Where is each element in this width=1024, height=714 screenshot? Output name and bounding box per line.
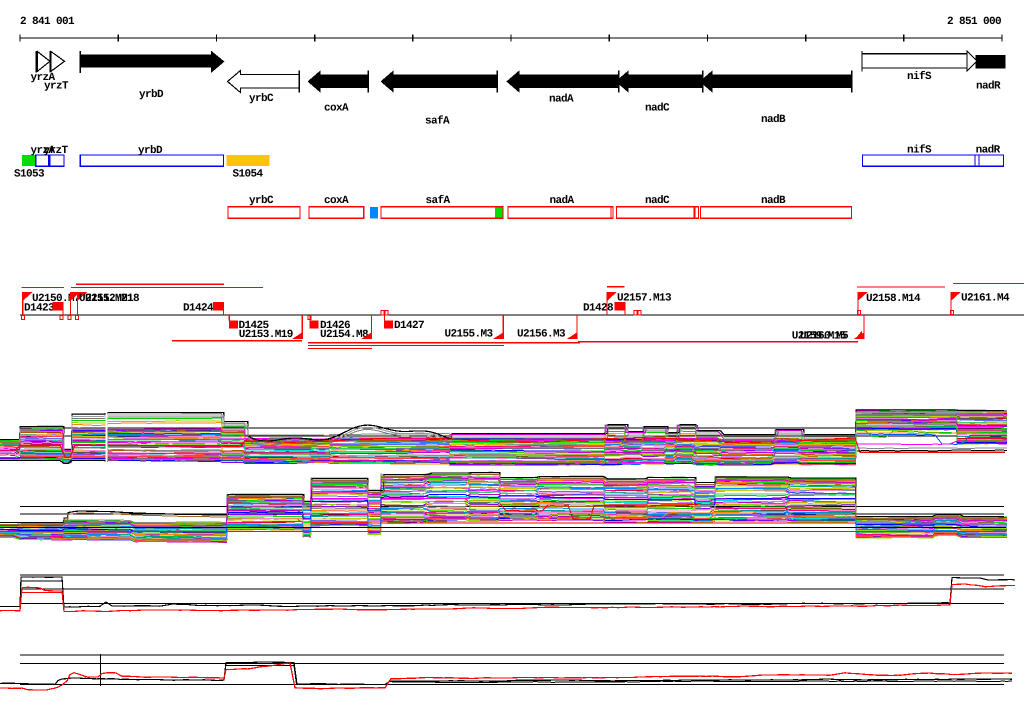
- svg-text:U2157.M13: U2157.M13: [617, 293, 672, 305]
- svg-text:U2151.M21: U2151.M21: [79, 293, 134, 305]
- svg-text:U2152.M18: U2152.M18: [85, 293, 140, 305]
- svg-text:safA: safA: [425, 115, 450, 128]
- svg-text:nadB: nadB: [761, 114, 786, 126]
- svg-text:nifS: nifS: [907, 70, 932, 83]
- svg-text:yrzT: yrzT: [44, 81, 69, 93]
- svg-text:nadA: nadA: [549, 94, 574, 106]
- svg-text:yrzA: yrzA: [31, 72, 56, 84]
- svg-text:yrbD: yrbD: [139, 89, 164, 101]
- svg-text:U2161.M4: U2161.M4: [961, 293, 1010, 305]
- svg-text:U2156.M3: U2156.M3: [517, 329, 566, 341]
- svg-text:U2150.M7: U2150.M7: [32, 293, 80, 305]
- svg-text:coxA: coxA: [324, 195, 349, 207]
- svg-text:nadR: nadR: [976, 81, 1001, 93]
- svg-text:nadB: nadB: [761, 195, 786, 207]
- svg-text:coxA: coxA: [324, 103, 349, 115]
- svg-text:U2154.M8: U2154.M8: [320, 329, 369, 341]
- svg-text:nadC: nadC: [645, 103, 670, 115]
- svg-text:D1428: D1428: [583, 303, 614, 315]
- svg-text:yrbC: yrbC: [249, 93, 274, 105]
- svg-text:D1427: D1427: [394, 320, 424, 332]
- svg-text:yrzT: yrzT: [44, 145, 69, 157]
- svg-text:U2153.M19: U2153.M19: [239, 329, 293, 341]
- svg-text:nadR: nadR: [976, 145, 1001, 157]
- svg-text:U2160.M5: U2160.M5: [800, 331, 849, 343]
- svg-text:S1053: S1053: [14, 169, 45, 181]
- svg-text:U2155.M3: U2155.M3: [445, 329, 494, 341]
- svg-text:2 841 001: 2 841 001: [20, 16, 75, 28]
- svg-text:yrzA: yrzA: [31, 145, 56, 157]
- svg-text:yrbC: yrbC: [249, 195, 274, 207]
- svg-text:D1426: D1426: [320, 320, 350, 332]
- svg-text:nifS: nifS: [907, 144, 932, 157]
- svg-text:U2158.M14: U2158.M14: [866, 293, 921, 305]
- svg-text:D1423: D1423: [24, 302, 55, 314]
- svg-text:nadA: nadA: [550, 195, 575, 207]
- svg-text:2 851 000: 2 851 000: [947, 16, 1001, 28]
- svg-text:S1054: S1054: [233, 169, 264, 181]
- svg-text:D1425: D1425: [239, 320, 270, 332]
- svg-text:D1424: D1424: [183, 303, 214, 315]
- svg-text:U2159.M15: U2159.M15: [792, 331, 847, 343]
- svg-text:yrbD: yrbD: [138, 145, 163, 157]
- svg-text:safA: safA: [426, 194, 451, 207]
- svg-text:nadC: nadC: [645, 195, 670, 207]
